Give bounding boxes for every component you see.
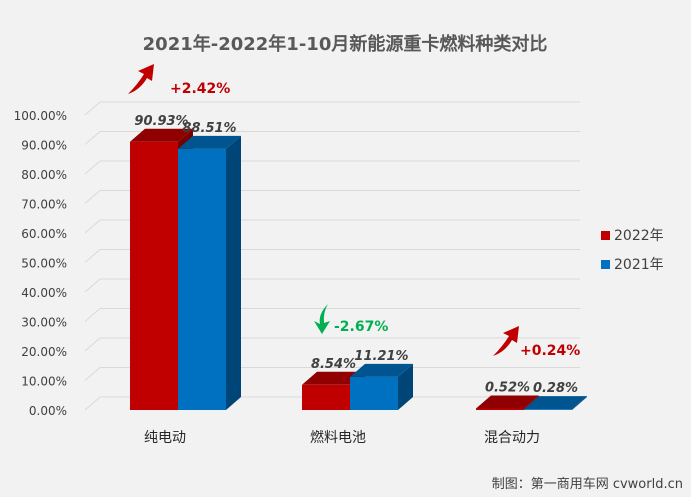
- data-label: 0.28%: [533, 381, 578, 396]
- bar-top: [178, 135, 241, 149]
- arrow-up-icon: [128, 64, 154, 94]
- arrow-up-icon: [493, 326, 519, 356]
- bar: [178, 148, 226, 410]
- bar-top: [524, 396, 587, 410]
- arrow-down-icon: [314, 304, 330, 334]
- grid-side-line: [84, 278, 101, 293]
- y-tick-label: 10.00%: [21, 375, 67, 389]
- bar-side: [226, 135, 241, 410]
- y-tick-label: 90.00%: [21, 139, 67, 153]
- bar-side: [572, 396, 587, 410]
- footer-credit: 制图：第一商用车网 cvworld.cn: [492, 476, 683, 492]
- bar: [350, 376, 398, 410]
- grid-side-line: [84, 249, 101, 263]
- grid-side-line: [84, 190, 101, 204]
- grid-side-line: [84, 131, 101, 145]
- y-tick-label: 80.00%: [21, 168, 67, 182]
- grid-side-line: [84, 337, 101, 352]
- y-tick-label: 70.00%: [21, 198, 67, 212]
- category-label: 纯电动: [144, 430, 186, 446]
- bar: [476, 408, 524, 410]
- legend-swatch: [601, 231, 610, 240]
- y-tick-label: 30.00%: [21, 316, 67, 330]
- y-tick-label: 20.00%: [21, 345, 67, 359]
- grid-side-line: [84, 219, 101, 234]
- grid-side-line: [84, 308, 101, 322]
- bar-top: [302, 371, 365, 385]
- data-label: 0.52%: [485, 380, 530, 395]
- bar: [302, 384, 350, 410]
- legend-swatch: [601, 260, 610, 269]
- bar: [130, 141, 178, 410]
- data-label: 11.21%: [354, 349, 408, 364]
- category-label: 燃料电池: [310, 429, 366, 446]
- bar-top: [476, 395, 539, 409]
- bar-top: [130, 128, 193, 142]
- data-label: 88.51%: [182, 121, 236, 136]
- y-tick-label: 0.00%: [29, 404, 67, 418]
- bar: [524, 409, 572, 410]
- category-label: 混合动力: [484, 430, 540, 446]
- y-tick-label: 50.00%: [21, 257, 67, 271]
- grid-side-line: [84, 396, 101, 411]
- y-tick-label: 60.00%: [21, 227, 67, 241]
- data-label: 90.93%: [134, 114, 188, 129]
- bar-top: [350, 363, 413, 377]
- legend-label: 2021年: [614, 257, 664, 273]
- change-annotation: -2.67%: [334, 319, 388, 335]
- y-tick-label: 40.00%: [21, 286, 67, 300]
- grid-side-line: [84, 101, 101, 116]
- grid-side-line: [84, 160, 101, 175]
- legend-label: 2022年: [614, 228, 664, 244]
- grid-side-line: [84, 367, 101, 381]
- change-annotation: +0.24%: [520, 343, 580, 359]
- y-tick-label: 100.00%: [14, 109, 67, 123]
- change-annotation: +2.42%: [170, 81, 230, 97]
- data-label: 8.54%: [311, 357, 356, 372]
- chart-title: 2021年-2022年1-10月新能源重卡燃料种类对比: [143, 33, 548, 55]
- bar-side: [398, 363, 413, 410]
